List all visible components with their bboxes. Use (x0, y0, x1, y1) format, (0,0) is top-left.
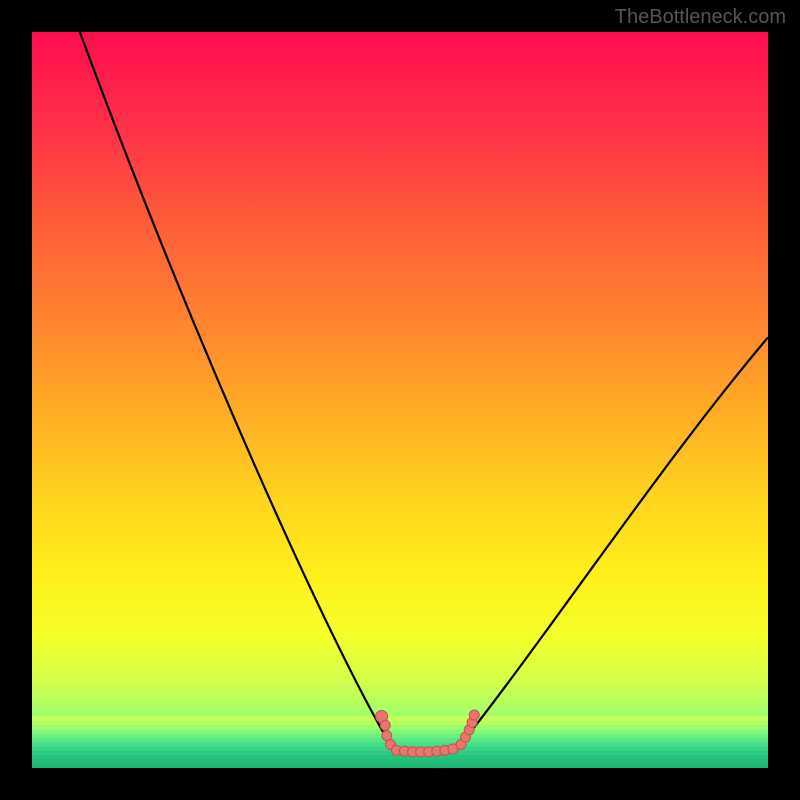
chart-container: TheBottleneck.com (0, 0, 800, 800)
green-stripe (32, 759, 768, 764)
green-stripe (32, 764, 768, 769)
green-stripe (32, 716, 768, 721)
green-band-group (32, 716, 768, 768)
green-stripe (32, 725, 768, 730)
gradient-background (32, 32, 768, 768)
green-stripe (32, 721, 768, 726)
watermark-text: TheBottleneck.com (615, 6, 786, 29)
data-marker (380, 720, 390, 730)
green-stripe (32, 755, 768, 760)
green-stripe (32, 738, 768, 743)
data-marker (469, 710, 479, 720)
green-stripe (32, 734, 768, 739)
bottleneck-chart (0, 0, 800, 800)
green-stripe (32, 729, 768, 734)
plot-wrapper (0, 0, 800, 800)
